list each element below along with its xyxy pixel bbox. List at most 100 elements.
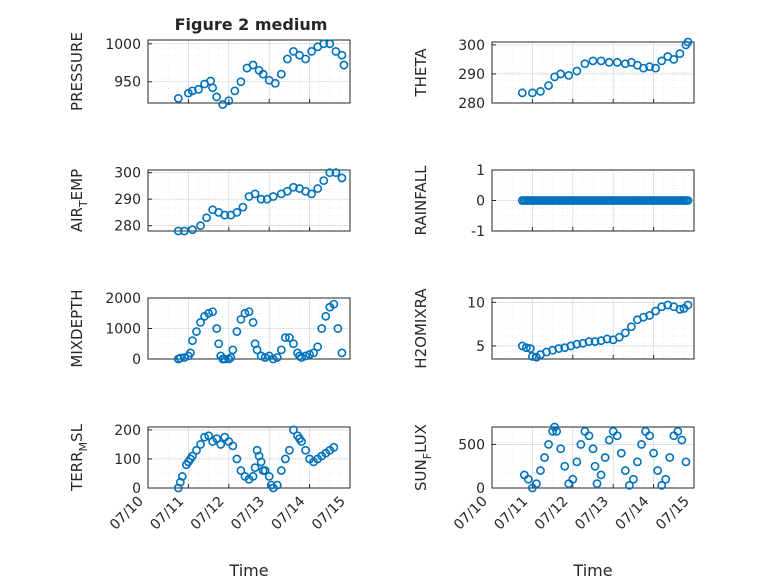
data-point [272, 353, 282, 362]
subplot-8: 07/10 07/11 07/12 07/13 07/14 07/15 0 500 SUNFLU… [412, 422, 695, 580]
data-point [224, 354, 234, 364]
data-point [556, 69, 566, 79]
data-point [282, 54, 292, 64]
data-point [331, 168, 341, 178]
data-point [588, 444, 598, 454]
data-point [517, 341, 527, 351]
data-point [645, 62, 654, 72]
data-point [576, 440, 586, 449]
data-point [528, 351, 537, 361]
data-point [673, 426, 683, 436]
data-point [188, 86, 197, 96]
data-point [568, 474, 578, 484]
data-point [612, 57, 622, 67]
data-point [218, 100, 228, 109]
data-point [252, 345, 262, 355]
y-axis-label: MIXDEPTH [68, 289, 86, 367]
data-point [584, 337, 594, 346]
data-point [337, 50, 347, 60]
data-point [602, 334, 612, 344]
data-point [645, 431, 654, 441]
data-point [173, 226, 183, 236]
data-point [297, 353, 306, 362]
data-point [540, 453, 549, 462]
data-point [248, 317, 258, 327]
data-point [590, 461, 600, 471]
data-point [339, 60, 349, 70]
y-axis-label-main: AIR [68, 207, 86, 232]
data-point [616, 448, 626, 458]
data-point [572, 457, 582, 467]
axes-box [147, 39, 351, 104]
x-tick-label: 07/10 [107, 494, 147, 534]
data-point [228, 441, 238, 451]
subplot-5: 0 1000 2000 MIXDEPTH [68, 289, 351, 368]
y-tick-label: 1000 [105, 322, 141, 338]
data-point [248, 60, 258, 70]
data-point [564, 71, 574, 80]
x-tick-label: 07/14 [269, 493, 309, 533]
data-point [604, 435, 614, 445]
data-point [525, 344, 535, 353]
data-point [325, 39, 335, 49]
y-tick-label: 950 [114, 75, 141, 91]
data-point [620, 328, 630, 338]
data-point [208, 83, 218, 93]
data-point [297, 437, 306, 446]
data-point [683, 37, 693, 47]
y-tick-label: -1 [471, 224, 485, 240]
x-axis-label: Time [572, 561, 612, 580]
data-point [256, 351, 266, 361]
y-axis-label: H2OMIXRA [412, 288, 430, 369]
data-point [633, 457, 642, 467]
y-axis-label-subscript: F [421, 453, 434, 459]
y-tick-label: 500 [458, 437, 485, 453]
data-point [228, 345, 238, 355]
data-point [329, 299, 339, 309]
y-axis-label-tail: SL [68, 423, 86, 442]
axes-box [491, 297, 695, 360]
y-tick-label: 290 [114, 192, 141, 208]
data-point [212, 92, 222, 102]
y-tick-label: 290 [458, 67, 485, 83]
data-point [175, 353, 185, 363]
data-point [683, 196, 693, 205]
data-point [333, 324, 343, 333]
y-tick-label: 2000 [105, 291, 141, 307]
data-point [236, 77, 246, 87]
data-point [596, 470, 606, 480]
axes-box [147, 169, 351, 232]
y-tick-label: 300 [458, 38, 485, 54]
data-point [280, 333, 290, 343]
data-point [192, 445, 201, 455]
data-point [220, 210, 230, 220]
axes-box [491, 426, 695, 489]
data-point [194, 84, 203, 94]
data-point [282, 186, 292, 196]
x-tick-label: 07/14 [613, 493, 653, 533]
data-point [212, 434, 222, 444]
data-point [552, 426, 562, 436]
y-axis-label-subscript: M [77, 442, 90, 452]
data-point [309, 348, 319, 358]
y-axis-label: AIRTEMP [68, 169, 90, 232]
data-point [202, 213, 211, 223]
subplot-2: 280 290 300 THETA [412, 37, 695, 112]
y-tick-label: 5 [476, 339, 485, 355]
data-point [528, 88, 537, 98]
y-tick-label: 0 [476, 481, 485, 497]
data-point [307, 189, 317, 199]
axes-box [147, 297, 351, 360]
data-point [260, 466, 270, 475]
data-point [272, 480, 282, 490]
data-point [268, 192, 278, 201]
subplot-6: 5 10 H2OMIXRA [412, 288, 695, 369]
data-point [560, 461, 570, 471]
data-point [212, 324, 222, 333]
data-point [319, 39, 329, 49]
data-point [580, 59, 590, 69]
subplot-1: 950 1000 PRESSURE [68, 32, 351, 111]
data-point [683, 300, 693, 310]
data-point [626, 322, 636, 332]
